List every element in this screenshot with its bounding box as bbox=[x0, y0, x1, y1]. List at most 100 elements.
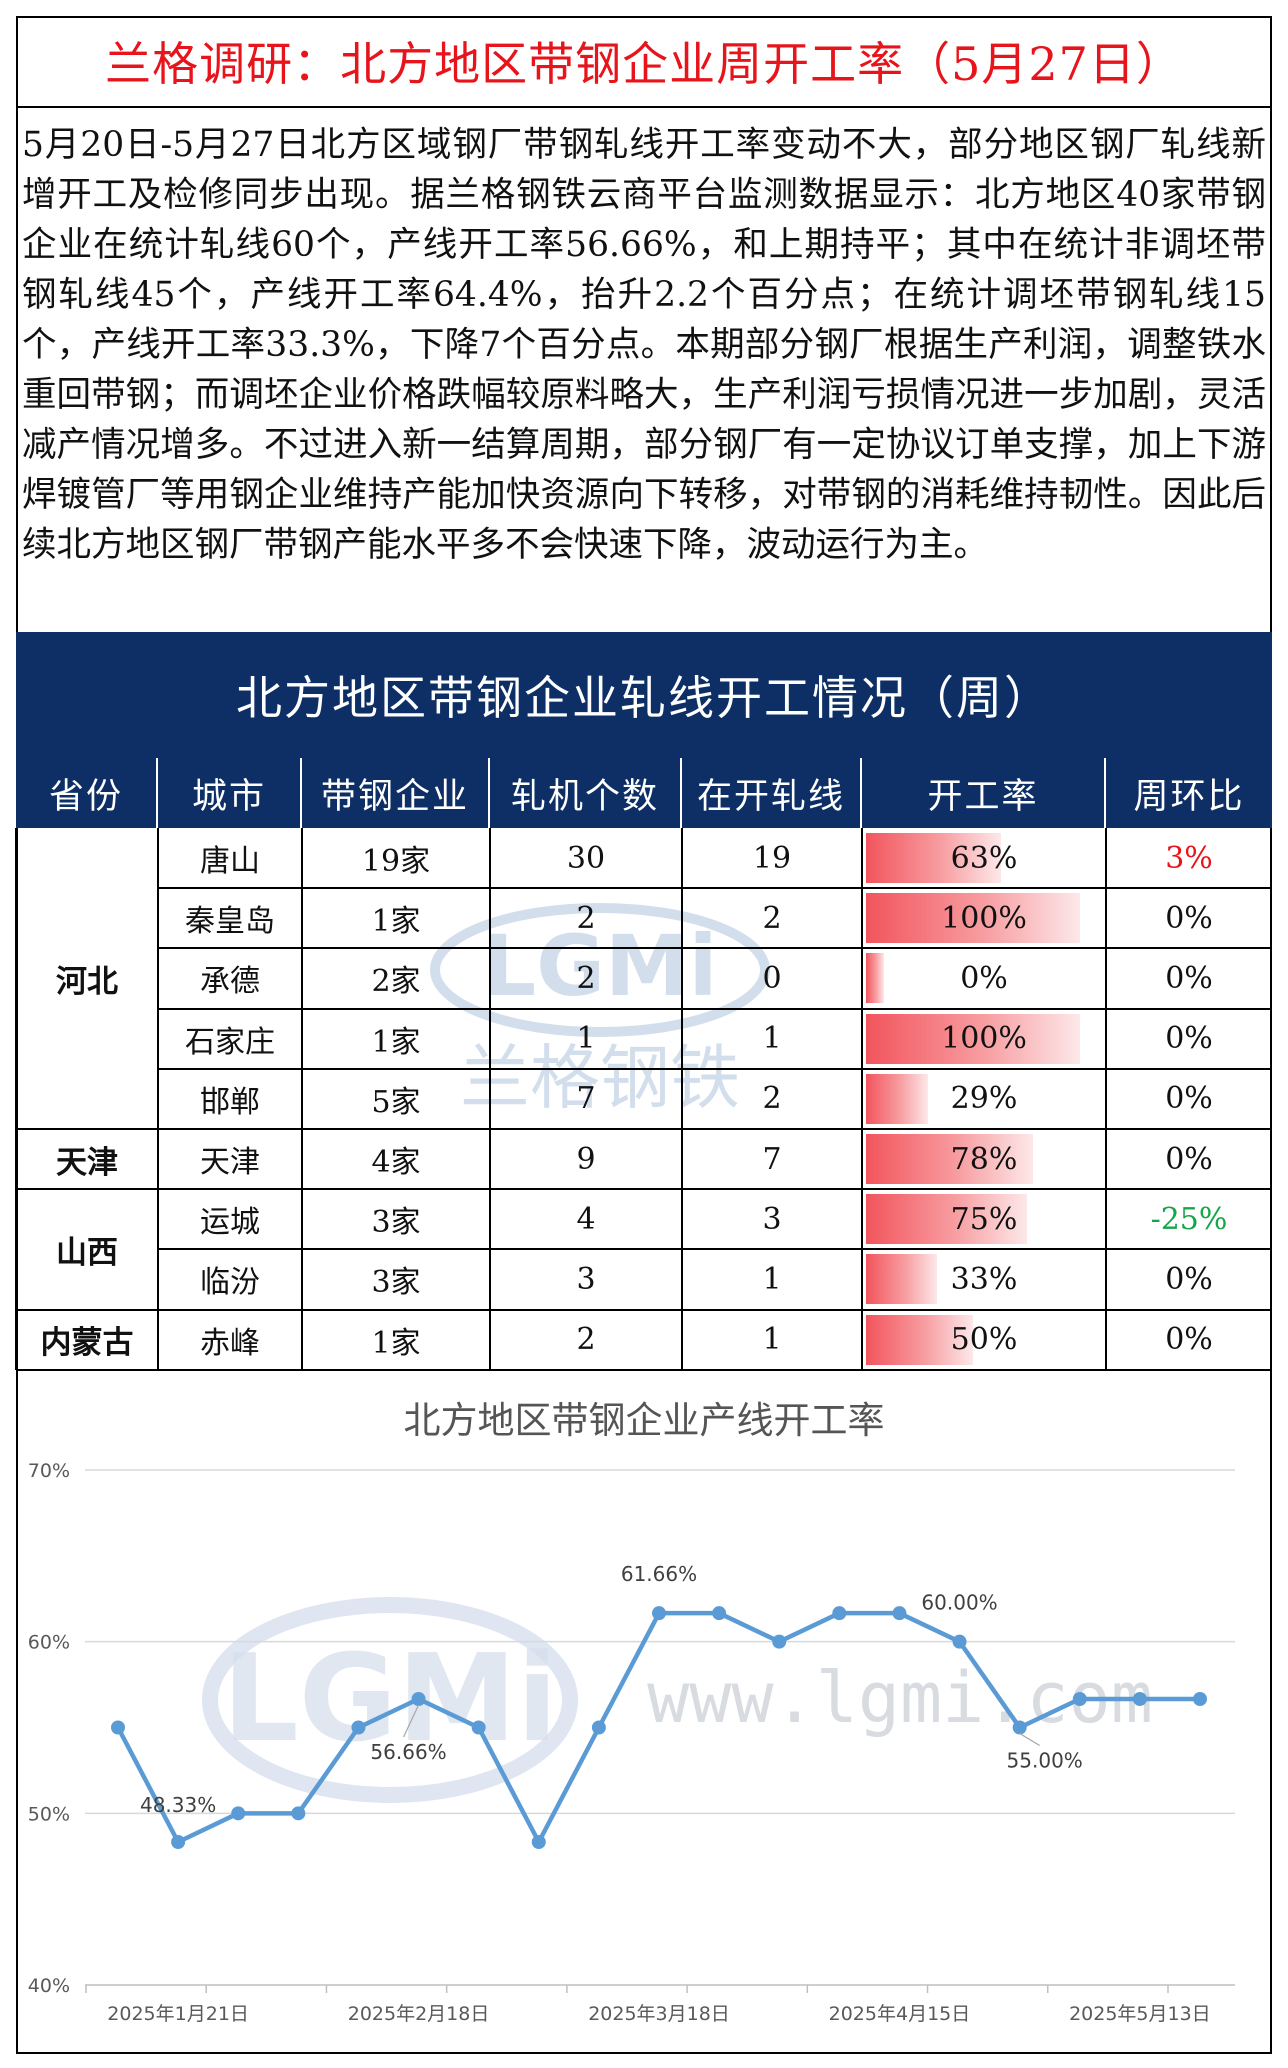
column-divider bbox=[1105, 828, 1107, 1370]
province-divider bbox=[16, 1368, 158, 1371]
rate-cell: 0% bbox=[960, 960, 1008, 996]
wow-cell: 0% bbox=[1165, 960, 1213, 996]
wow-cell: 0% bbox=[1165, 1141, 1213, 1177]
mills-cell: 3 bbox=[576, 1261, 596, 1297]
open-lines-cell: 1 bbox=[762, 1261, 782, 1297]
table-title: 北方地区带钢企业轧线开工情况（周） bbox=[16, 632, 1272, 758]
rate-bar bbox=[866, 1073, 929, 1124]
header-rate: 开工率 bbox=[862, 758, 1106, 828]
rate-bar bbox=[866, 1134, 1033, 1184]
header-province: 省份 bbox=[16, 758, 158, 828]
row-divider bbox=[158, 1188, 1272, 1191]
column-divider bbox=[157, 828, 159, 1370]
open-lines-cell: 1 bbox=[762, 1021, 782, 1057]
rate-bar bbox=[866, 833, 1001, 883]
mills-cell: 2 bbox=[576, 900, 596, 936]
chart-title: 北方地区带钢企业产线开工率 bbox=[403, 1399, 885, 1442]
wow-cell: 3% bbox=[1165, 840, 1213, 876]
rate-cell: 75% bbox=[950, 1201, 1018, 1237]
companies-cell: 3家 bbox=[371, 1205, 421, 1241]
province-divider bbox=[16, 1188, 158, 1191]
mills-cell: 2 bbox=[576, 960, 596, 996]
city-cell: 石家庄 bbox=[185, 1024, 275, 1060]
city-cell: 临汾 bbox=[200, 1265, 260, 1301]
companies-cell: 2家 bbox=[371, 964, 421, 1000]
city-cell: 承德 bbox=[200, 964, 260, 1000]
open-lines-cell: 2 bbox=[762, 1081, 782, 1117]
column-divider bbox=[861, 828, 863, 1370]
mills-cell: 9 bbox=[576, 1141, 596, 1177]
city-cell: 秦皇岛 bbox=[185, 904, 275, 940]
province-cell: 山西 bbox=[56, 1234, 118, 1271]
companies-cell: 1家 bbox=[371, 904, 421, 940]
row-divider bbox=[158, 1007, 1272, 1010]
mills-cell: 2 bbox=[576, 1322, 596, 1358]
province-cell: 河北 bbox=[56, 964, 118, 1000]
header-open-lines: 在开轧线 bbox=[682, 758, 862, 828]
header-city: 城市 bbox=[158, 758, 302, 828]
header-wow: 周环比 bbox=[1133, 776, 1245, 817]
province-divider bbox=[16, 1128, 158, 1130]
wow-cell: 0% bbox=[1165, 1081, 1213, 1117]
companies-cell: 5家 bbox=[371, 1084, 421, 1120]
watermark-brand-cn: 兰格钢铁 bbox=[460, 1037, 740, 1119]
rate-bar bbox=[866, 953, 884, 1004]
column-divider bbox=[681, 828, 683, 1370]
wow-cell: 0% bbox=[1165, 1021, 1213, 1057]
city-cell: 邯郸 bbox=[200, 1084, 260, 1120]
row-divider bbox=[158, 947, 1272, 950]
wow-cell: 0% bbox=[1165, 1322, 1213, 1358]
row-divider bbox=[158, 1368, 1272, 1371]
header-companies: 带钢企业 bbox=[302, 758, 490, 828]
open-lines-cell: 19 bbox=[752, 840, 792, 876]
companies-cell: 3家 bbox=[371, 1265, 421, 1301]
page-title: 兰格调研：北方地区带钢企业周开工率（5月27日） bbox=[16, 16, 1272, 108]
city-cell: 天津 bbox=[200, 1145, 260, 1181]
city-cell: 运城 bbox=[200, 1205, 260, 1241]
row-divider bbox=[158, 887, 1272, 890]
open-lines-cell: 7 bbox=[762, 1141, 782, 1177]
wow-cell: 0% bbox=[1165, 1261, 1213, 1297]
province-cell: 内蒙古 bbox=[40, 1325, 134, 1362]
rate-cell: 100% bbox=[941, 900, 1027, 936]
companies-cell: 1家 bbox=[371, 1325, 421, 1361]
rate-cell: 33% bbox=[950, 1261, 1018, 1297]
rate-cell: 50% bbox=[950, 1322, 1018, 1358]
rate-cell: 29% bbox=[950, 1081, 1018, 1117]
rate-cell: 78% bbox=[950, 1141, 1018, 1177]
rate-bar bbox=[866, 1254, 937, 1305]
open-lines-cell: 2 bbox=[762, 900, 782, 936]
companies-cell: 1家 bbox=[371, 1024, 421, 1060]
rate-cell: 63% bbox=[950, 840, 1018, 876]
summary-paragraph: 5月20日-5月27日北方区域钢厂带钢轧线开工率变动不大，部分地区钢厂轧线新增开… bbox=[22, 125, 1266, 565]
row-divider bbox=[158, 1067, 1272, 1070]
companies-cell: 19家 bbox=[361, 844, 431, 880]
mills-cell: 1 bbox=[576, 1021, 596, 1057]
open-lines-cell: 1 bbox=[762, 1322, 782, 1358]
wow-cell: -25% bbox=[1150, 1201, 1228, 1237]
city-cell: 唐山 bbox=[200, 844, 260, 880]
open-lines-cell: 3 bbox=[762, 1201, 782, 1237]
header-mills: 轧机个数 bbox=[490, 758, 682, 828]
companies-cell: 4家 bbox=[371, 1145, 421, 1181]
rate-bar bbox=[866, 893, 1080, 944]
province-divider bbox=[16, 1308, 158, 1311]
column-divider bbox=[15, 828, 17, 1370]
rate-bar bbox=[866, 1194, 1027, 1245]
row-divider bbox=[158, 1128, 1272, 1130]
column-divider bbox=[301, 828, 303, 1370]
mills-cell: 30 bbox=[566, 840, 606, 876]
wow-cell: 0% bbox=[1165, 900, 1213, 936]
watermark-brand: LGMi bbox=[483, 917, 718, 1015]
open-lines-cell: 0 bbox=[762, 960, 782, 996]
column-divider bbox=[1270, 828, 1272, 1370]
rate-bar bbox=[866, 1314, 973, 1365]
rate-cell: 100% bbox=[941, 1021, 1027, 1057]
column-divider bbox=[489, 828, 491, 1370]
row-divider bbox=[158, 1308, 1272, 1311]
table-header: 省份 城市 带钢企业 轧机个数 在开轧线 开工率 周环比 bbox=[16, 758, 1272, 828]
watermark-logo: LGMi 兰格钢铁 bbox=[430, 903, 770, 1119]
row-divider bbox=[158, 1248, 1272, 1251]
rate-bar bbox=[866, 1013, 1080, 1064]
mills-cell: 7 bbox=[576, 1081, 596, 1117]
